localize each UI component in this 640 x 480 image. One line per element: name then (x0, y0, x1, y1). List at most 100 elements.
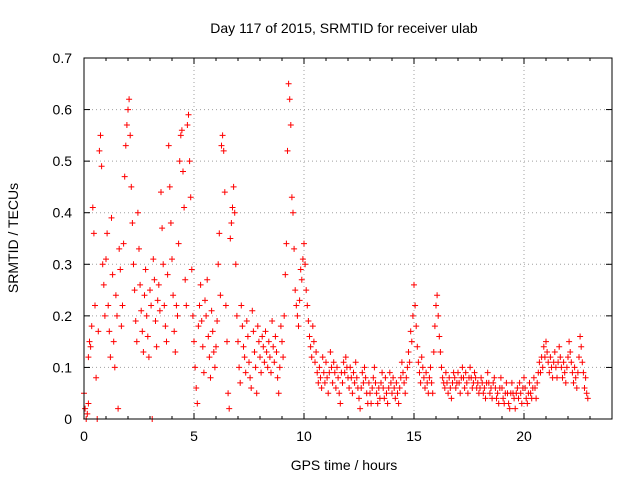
data-point (384, 400, 391, 407)
data-point (297, 266, 304, 273)
data-point (122, 142, 129, 149)
data-point (390, 374, 397, 381)
data-point (108, 214, 115, 221)
data-point (232, 261, 239, 268)
data-point (517, 390, 524, 397)
data-point (159, 225, 166, 232)
data-point (251, 348, 258, 355)
data-point (494, 390, 501, 397)
data-point (301, 240, 307, 247)
data-point (219, 132, 226, 139)
data-point (123, 122, 130, 129)
data-point (131, 287, 138, 294)
data-point (378, 379, 384, 386)
data-point (448, 395, 455, 402)
data-point (412, 302, 419, 309)
data-point (353, 374, 360, 381)
data-point (185, 111, 192, 118)
data-point (578, 343, 585, 350)
data-point (406, 359, 413, 366)
data-point (532, 385, 538, 392)
data-point (490, 379, 497, 386)
data-point (341, 369, 348, 376)
data-point (368, 400, 375, 407)
data-point (505, 400, 512, 407)
data-point (203, 312, 210, 319)
data-point (408, 338, 415, 345)
data-point (393, 379, 400, 386)
data-point (211, 364, 218, 371)
data-point (87, 343, 94, 350)
data-point (88, 323, 95, 330)
data-point (145, 354, 152, 361)
data-point (570, 379, 577, 386)
y-tick-labels: 0 0.1 0.2 0.3 0.4 0.5 0.6 0.7 (53, 50, 73, 427)
data-point (337, 400, 344, 407)
data-point (191, 338, 197, 345)
data-point (104, 230, 111, 237)
data-point (414, 343, 421, 350)
data-point (451, 374, 458, 381)
data-point (106, 328, 113, 335)
data-point (405, 348, 412, 355)
data-point (218, 142, 225, 149)
data-point (92, 302, 98, 309)
data-point (208, 307, 215, 314)
data-point (559, 374, 566, 381)
data-point (557, 354, 564, 361)
data-point (499, 385, 505, 392)
data-point (328, 364, 335, 371)
data-point (481, 385, 488, 392)
data-point (142, 266, 149, 273)
data-point (554, 374, 560, 381)
data-point (471, 369, 478, 376)
data-point (387, 379, 394, 386)
data-point (315, 379, 322, 386)
data-point (197, 281, 204, 288)
data-point (250, 328, 257, 335)
data-point (516, 379, 523, 386)
data-point (111, 364, 118, 371)
data-point (544, 348, 551, 355)
data-point (357, 405, 364, 412)
data-point (445, 390, 452, 397)
x-tick-label: 10 (296, 428, 312, 444)
data-point (101, 312, 108, 319)
data-point (530, 374, 537, 381)
data-point (226, 405, 233, 412)
data-point (121, 173, 128, 180)
data-point (117, 266, 124, 273)
data-point (524, 400, 531, 407)
data-point (264, 364, 271, 371)
data-point (172, 348, 179, 355)
data-point (403, 374, 410, 381)
data-point (173, 302, 180, 309)
data-point (236, 364, 243, 371)
data-point (308, 354, 315, 361)
data-point (105, 302, 112, 309)
data-point (227, 235, 234, 242)
data-point (515, 395, 522, 402)
y-tick-label: 0.1 (53, 359, 73, 375)
data-point (386, 369, 393, 376)
data-point (279, 338, 285, 345)
data-point (359, 369, 366, 376)
data-point (584, 395, 591, 402)
data-point (426, 374, 433, 381)
data-point (213, 343, 219, 350)
data-point (546, 369, 553, 376)
data-point (210, 348, 217, 355)
data-point (128, 183, 135, 190)
data-point (417, 379, 424, 386)
data-point (579, 359, 586, 366)
data-point (396, 385, 403, 392)
data-point (84, 410, 91, 417)
data-point (472, 374, 479, 381)
data-point (167, 220, 174, 227)
data-point (112, 292, 119, 299)
data-point (248, 385, 255, 392)
x-axis-title: GPS time / hours (291, 457, 398, 473)
data-point (350, 369, 357, 376)
data-point (558, 364, 565, 371)
data-point (400, 369, 406, 376)
